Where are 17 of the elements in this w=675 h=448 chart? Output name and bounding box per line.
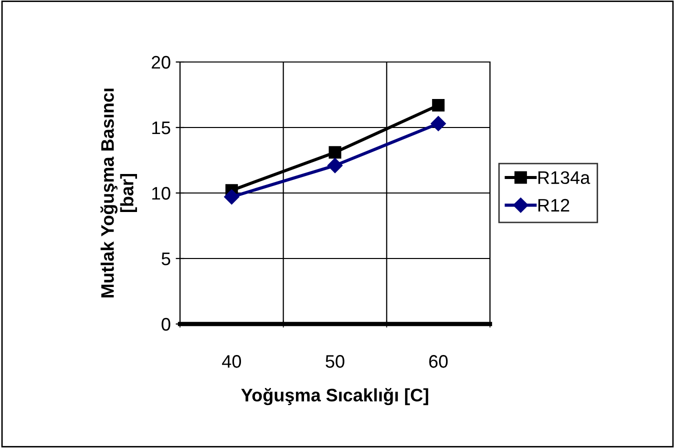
y-tick-label: 10 [152,186,170,200]
y-tick-label: 5 [162,252,170,266]
legend-label: R134a [538,171,590,184]
point [432,98,445,112]
point [327,158,343,174]
point [224,189,240,204]
x-tick-label: 50 [326,355,344,368]
y-axis-title: Mutlak Yoğuşma Basıncı [bar] [100,88,137,298]
x-tick-label: 60 [429,355,448,368]
y-tick-label: 0 [162,318,170,331]
y-tick-label: 20 [152,56,170,69]
y-tick-label: 15 [152,122,170,134]
legend-label: R12 [538,198,570,212]
point [430,116,446,132]
point [328,146,342,159]
x-tick-label: 40 [222,355,242,368]
x-axis-title: Yoğuşma Sıcaklığı [C] [241,388,428,406]
